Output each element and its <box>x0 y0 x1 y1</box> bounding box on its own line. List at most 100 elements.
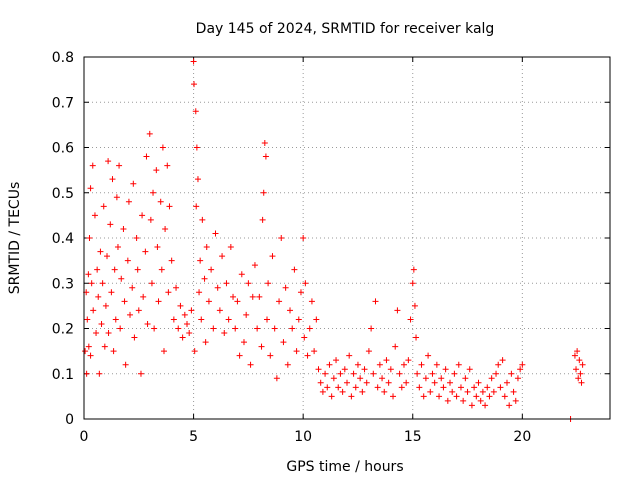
data-point <box>153 167 160 174</box>
y-tick-label: 0.7 <box>52 95 74 111</box>
data-point <box>512 397 519 404</box>
data-point <box>190 58 197 65</box>
data-point <box>372 298 379 305</box>
data-point <box>438 375 445 382</box>
data-point <box>510 388 517 395</box>
data-point <box>137 370 144 377</box>
data-point <box>328 393 335 400</box>
data-point <box>84 316 91 323</box>
data-point <box>466 366 473 373</box>
data-point <box>311 348 318 355</box>
data-point <box>254 325 261 332</box>
data-point <box>410 266 417 273</box>
x-axis: 0 5 10 15 20 <box>80 57 531 445</box>
data-point <box>482 402 489 409</box>
data-point <box>278 235 285 241</box>
data-point <box>517 366 524 373</box>
data-point <box>344 379 350 386</box>
data-point <box>359 388 366 395</box>
data-point <box>455 361 462 368</box>
data-point <box>88 280 95 287</box>
data-point <box>497 384 504 391</box>
data-point <box>297 289 304 296</box>
data-point <box>157 198 164 205</box>
data-point <box>186 330 193 337</box>
x-tick-label: 20 <box>513 429 531 445</box>
data-point <box>337 370 344 377</box>
data-point <box>129 284 136 291</box>
data-point <box>442 366 449 373</box>
data-point <box>326 361 333 368</box>
data-point <box>85 271 92 278</box>
data-point <box>122 361 129 368</box>
data-point <box>82 348 89 355</box>
y-axis-label: SRMTID / TECUs <box>7 182 23 295</box>
data-point <box>193 203 200 210</box>
data-point <box>238 271 245 278</box>
data-point <box>392 343 399 350</box>
data-point <box>194 176 201 183</box>
data-point <box>473 393 480 400</box>
data-point <box>249 293 256 300</box>
data-point <box>506 402 513 409</box>
data-point <box>191 81 198 88</box>
data-point <box>114 244 121 251</box>
data-point <box>578 379 585 386</box>
data-point <box>230 293 237 300</box>
data-point <box>313 316 320 323</box>
data-point <box>134 266 141 273</box>
data-point <box>202 339 209 346</box>
data-point <box>405 357 412 364</box>
data-point <box>317 379 324 386</box>
data-point <box>365 348 372 355</box>
data-point <box>225 316 232 323</box>
data-point <box>146 130 153 137</box>
data-point <box>90 307 97 314</box>
data-point <box>519 361 526 368</box>
data-point <box>267 352 274 359</box>
data-point <box>113 194 120 201</box>
data-point <box>477 397 484 404</box>
data-point <box>240 339 247 346</box>
data-point <box>96 370 103 377</box>
data-point <box>508 370 515 377</box>
data-point <box>181 311 188 318</box>
data-point <box>247 361 254 368</box>
data-point <box>462 375 469 382</box>
data-point <box>219 253 226 260</box>
data-point <box>431 379 438 386</box>
data-point <box>422 375 429 382</box>
data-point <box>227 244 234 251</box>
data-point <box>440 384 447 391</box>
data-point <box>111 266 118 273</box>
data-point <box>95 293 102 300</box>
data-point <box>464 388 471 395</box>
data-point <box>484 384 491 391</box>
data-point <box>501 393 508 400</box>
data-point <box>514 375 521 382</box>
data-point <box>407 316 414 323</box>
data-point <box>101 343 108 350</box>
data-point <box>579 361 586 368</box>
data-point <box>449 388 456 395</box>
x-tick-label: 10 <box>294 429 312 445</box>
data-point <box>116 162 123 169</box>
data-point <box>396 370 403 377</box>
data-point <box>457 384 464 391</box>
y-axis: 0 0.1 0.2 0.3 0.4 0.5 0.6 0.7 0.8 <box>52 50 610 428</box>
y-tick-label: 0.3 <box>52 276 74 292</box>
data-point <box>291 266 298 273</box>
data-point <box>170 316 177 323</box>
data-point <box>131 334 138 341</box>
data-point <box>142 248 149 255</box>
data-point <box>148 280 155 287</box>
data-point <box>86 235 93 241</box>
data-point <box>125 198 132 205</box>
data-point <box>427 388 434 395</box>
data-point <box>490 388 497 395</box>
data-point <box>212 230 219 237</box>
data-point <box>130 180 137 187</box>
data-point <box>361 366 368 373</box>
x-tick-label: 5 <box>189 429 198 445</box>
data-point <box>97 248 104 255</box>
